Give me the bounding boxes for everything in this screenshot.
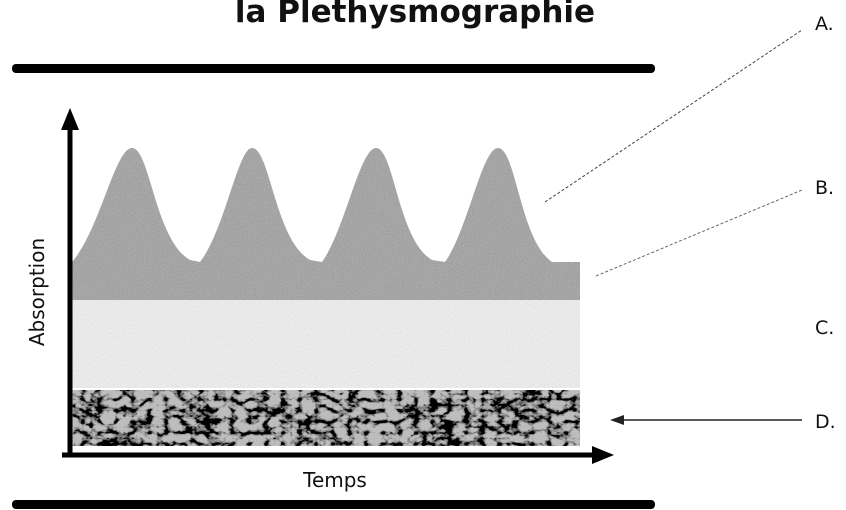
y-axis-label: Absorption	[25, 238, 49, 346]
x-axis-label: Temps	[302, 468, 367, 492]
label-c: C.	[815, 317, 834, 339]
bottom-bar	[12, 500, 655, 509]
region-d	[72, 390, 580, 446]
pulsatile-wave	[72, 148, 580, 300]
title: la Plethysmographie	[235, 0, 595, 30]
leader-a	[544, 29, 803, 203]
top-bar	[12, 64, 655, 73]
leader-d-arrow	[610, 415, 624, 425]
y-axis-arrow	[61, 108, 79, 130]
x-axis-arrow	[592, 446, 614, 464]
label-d: D.	[815, 411, 836, 433]
region-c	[72, 300, 580, 388]
label-b: B.	[815, 177, 834, 199]
label-a: A.	[815, 13, 834, 35]
leader-b	[595, 189, 803, 277]
